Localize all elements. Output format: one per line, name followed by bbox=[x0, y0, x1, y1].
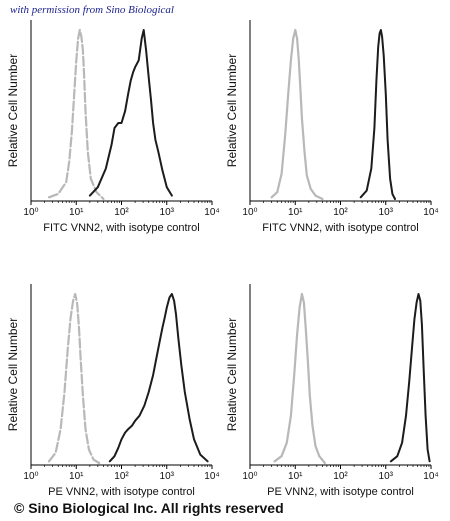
x-axis-label: FITC VNN2, with isotype control bbox=[262, 222, 419, 234]
stained-histogram-line bbox=[108, 293, 209, 463]
x-tick-label: 10³ bbox=[379, 207, 394, 218]
isotype-control-line bbox=[270, 28, 324, 201]
x-tick-label: 10¹ bbox=[288, 471, 303, 482]
x-axis-label: PE VNN2, with isotype control bbox=[267, 486, 414, 498]
x-tick-label: 10⁰ bbox=[23, 207, 38, 218]
x-axis-label: PE VNN2, with isotype control bbox=[48, 486, 195, 498]
x-tick-label: 10² bbox=[114, 207, 129, 218]
x-tick-label: 10⁰ bbox=[242, 207, 257, 218]
stained-histogram-line bbox=[389, 293, 431, 463]
x-tick-label: 10² bbox=[114, 471, 129, 482]
x-tick-label: 10² bbox=[333, 471, 348, 482]
x-tick-label: 10¹ bbox=[69, 471, 84, 482]
x-tick-label: 10⁴ bbox=[204, 207, 219, 218]
stained-histogram-line bbox=[359, 29, 396, 200]
x-tick-label: 10³ bbox=[160, 471, 175, 482]
x-tick-label: 10³ bbox=[379, 471, 394, 482]
watermark-text: with permission from Sino Biological bbox=[10, 4, 174, 16]
x-tick-label: 10⁴ bbox=[423, 471, 438, 482]
x-tick-label: 10¹ bbox=[69, 207, 84, 218]
y-axis-label: Relative Cell Number bbox=[6, 54, 20, 167]
y-axis-label: Relative Cell Number bbox=[225, 54, 239, 167]
x-tick-label: 10² bbox=[333, 207, 348, 218]
isotype-control-line bbox=[47, 292, 101, 465]
y-axis-label: Relative Cell Number bbox=[6, 318, 20, 431]
isotype-control-line bbox=[47, 28, 105, 201]
x-tick-label: 10¹ bbox=[288, 207, 303, 218]
isotype-control-line bbox=[273, 292, 326, 465]
y-axis-label: Relative Cell Number bbox=[225, 318, 239, 431]
x-axis-label: FITC VNN2, with isotype control bbox=[43, 222, 200, 234]
plot-axes bbox=[30, 20, 212, 202]
x-tick-label: 10³ bbox=[160, 207, 175, 218]
x-tick-label: 10⁴ bbox=[204, 471, 219, 482]
plot-axes bbox=[249, 20, 431, 202]
stained-histogram-line bbox=[88, 29, 173, 197]
copyright-text: © Sino Biological Inc. All rights reserv… bbox=[14, 500, 284, 516]
x-tick-label: 10⁰ bbox=[23, 471, 38, 482]
plot-axes bbox=[249, 284, 431, 466]
x-tick-label: 10⁰ bbox=[242, 471, 257, 482]
x-tick-label: 10⁴ bbox=[423, 207, 438, 218]
